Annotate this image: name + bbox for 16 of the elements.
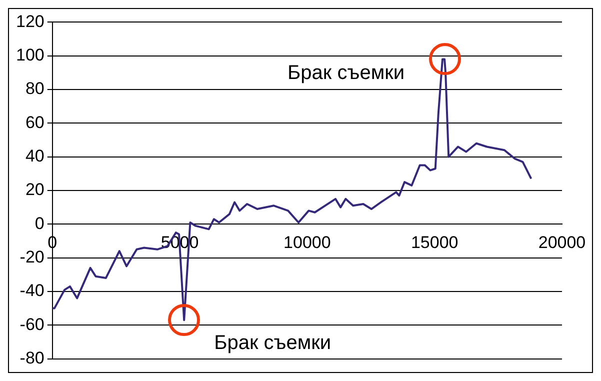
y-tick-label: -40 bbox=[20, 281, 44, 300]
y-tick-label: 40 bbox=[25, 146, 44, 166]
x-tick-label: 10000 bbox=[284, 233, 331, 252]
y-tick-label: 0 bbox=[34, 214, 44, 233]
y-tick-label: 20 bbox=[25, 180, 44, 200]
y-tick-label: -80 bbox=[20, 348, 44, 368]
y-tick-label: -20 bbox=[20, 248, 44, 267]
x-tick-label: 15000 bbox=[410, 233, 458, 252]
annotation: Брак съемки bbox=[288, 62, 404, 86]
y-tick-label: 80 bbox=[25, 79, 44, 98]
y-tick-label: 60 bbox=[25, 112, 44, 132]
y-tick-label: 120 bbox=[16, 12, 44, 31]
y-tick-label: 100 bbox=[16, 46, 44, 65]
annotation: Брак съемки bbox=[214, 332, 332, 356]
x-tick-label: 20000 bbox=[538, 233, 586, 252]
y-tick-label: -60 bbox=[20, 314, 44, 334]
